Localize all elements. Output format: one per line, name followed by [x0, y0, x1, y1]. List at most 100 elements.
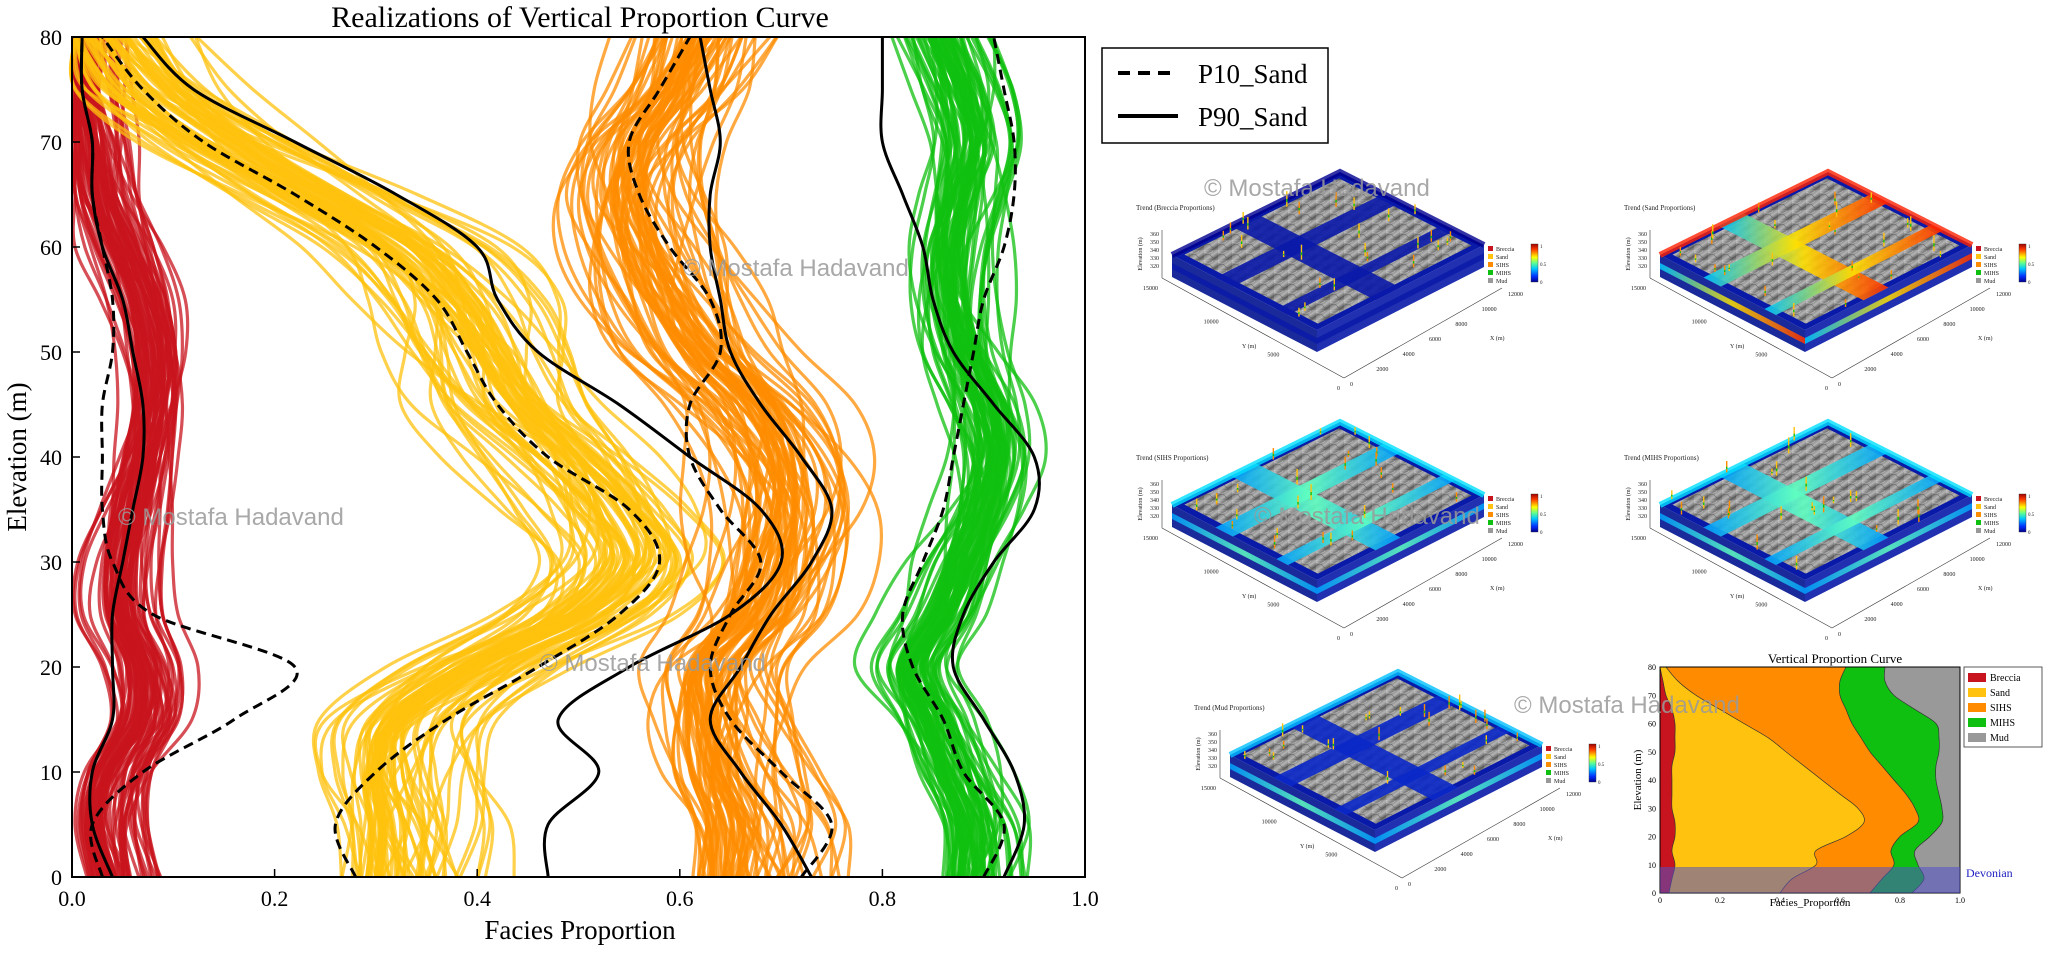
vpc-legend-swatch — [1968, 688, 1986, 697]
y-tick-label: 0 — [1395, 886, 1398, 892]
x-tick-label: 12000 — [1996, 542, 2011, 548]
x-tick-label: 2000 — [1376, 367, 1388, 373]
z-tick-label: 330 — [1150, 506, 1159, 512]
x-tick-label: 4000 — [1891, 352, 1903, 358]
y-axis-ticks: 0 10 20 30 40 50 60 70 80 — [40, 25, 80, 890]
slab-rim — [1170, 418, 1486, 508]
x-tick-label: 0.2 — [261, 886, 289, 911]
panel-legend-label: MIHS — [1554, 771, 1569, 777]
z-axis-label: Elevation (m) — [1137, 237, 1144, 270]
y-tick-label: 10000 — [1204, 569, 1219, 575]
panel-legend-swatch — [1488, 504, 1493, 509]
z-tick-label: 340 — [1150, 248, 1159, 254]
slab-layer — [1660, 513, 1805, 594]
panel-legend-label: Sand — [1984, 505, 1996, 511]
x-tick-label: 10000 — [1970, 307, 1985, 313]
vpc-x-tick-label: 0.6 — [1835, 896, 1845, 905]
colorbar — [2018, 493, 2027, 533]
realization-line — [87, 36, 159, 878]
p10-sand-curve — [900, 36, 1017, 878]
panel-legend-swatch — [1488, 254, 1493, 259]
slab-layer — [1805, 503, 1972, 594]
x-tick-label: 0 — [1838, 382, 1841, 388]
slab-rim — [1658, 168, 1974, 258]
x-tick-label: 4000 — [1891, 602, 1903, 608]
z-axis-label: Elevation (m) — [1137, 487, 1144, 520]
channel-band — [1764, 474, 1944, 565]
x-tick-label: 12000 — [1566, 792, 1581, 798]
y-axis-label: Elevation (m) — [2, 382, 32, 531]
panel-legend-label: SIHS — [1554, 763, 1567, 769]
vpc-x-tick-label: 0.8 — [1895, 896, 1905, 905]
vpc-legend-swatch — [1968, 673, 1986, 682]
realization-line — [133, 36, 598, 878]
channel-band — [1703, 443, 1889, 537]
colorbar — [2018, 243, 2027, 283]
x-tick-label: 4000 — [1403, 352, 1415, 358]
realization-line — [73, 36, 613, 878]
vpc-y-tick-label: 20 — [1648, 833, 1656, 842]
z-tick-label: 330 — [1150, 256, 1159, 262]
z-tick-label: 340 — [1638, 498, 1647, 504]
p10-sand-curve — [101, 36, 662, 878]
x-tick-label: 6000 — [1487, 837, 1499, 843]
panel-legend-label: Sand — [1496, 255, 1508, 261]
z-tick-label: 320 — [1150, 514, 1159, 520]
x-tick-label: 6000 — [1917, 587, 1929, 593]
y-tick-label: 5000 — [1755, 353, 1767, 359]
z-tick-label: 350 — [1208, 740, 1217, 746]
slab-rim — [1170, 168, 1486, 258]
z-axis-label: Elevation (m) — [1195, 737, 1202, 770]
legend-label-p90: P90_Sand — [1198, 102, 1308, 132]
realization-line — [89, 36, 181, 878]
channel-band — [1334, 724, 1514, 815]
colorbar-tick-label: 0 — [1540, 281, 1543, 286]
y-tick-label: 40 — [40, 445, 62, 470]
vpc-legend-swatch — [1968, 718, 1986, 727]
x-axis-ticks: 0.0 0.2 0.4 0.6 0.8 1.0 — [58, 869, 1099, 911]
z-tick-label: 330 — [1638, 506, 1647, 512]
realization-line — [98, 36, 636, 878]
panel-title: Trend (SIHS Proportions) — [1136, 454, 1209, 462]
slab-layer — [1172, 263, 1317, 344]
panel-legend-label: Breccia — [1554, 747, 1573, 753]
trend-panel-breccia: Trend (Breccia Proportions) 360 350 340 330 3… — [1136, 168, 1547, 392]
y-tick-label: 0 — [1825, 636, 1828, 642]
realization-line — [588, 36, 798, 878]
colorbar — [1530, 243, 1539, 283]
z-tick-label: 320 — [1208, 764, 1217, 770]
colorbar — [1588, 743, 1597, 783]
panel-legend-swatch — [1488, 246, 1493, 251]
watermark: © Mostafa Hadavand — [683, 255, 909, 282]
y-axis-label: Y (m) — [1242, 593, 1256, 600]
vpc-y-tick-label: 60 — [1648, 720, 1656, 729]
y-tick-label: 50 — [40, 340, 62, 365]
colorbar-tick-label: 0 — [2028, 531, 2031, 536]
vpc-legend-label: MIHS — [1990, 718, 2015, 729]
x-tick-label: 6000 — [1429, 337, 1441, 343]
panel-title: Trend (Breccia Proportions) — [1136, 204, 1215, 212]
panel-legend-label: SIHS — [1984, 263, 1997, 269]
realization-line — [932, 36, 1033, 878]
vpc-legend-label: Breccia — [1990, 673, 2021, 684]
panel-legend-label: Sand — [1554, 755, 1566, 761]
x-tick-label: 0.0 — [58, 886, 86, 911]
panel-legend-label: Mud — [1496, 279, 1507, 285]
colorbar-tick-label: 0.5 — [2028, 263, 2035, 268]
panel-legend-label: Breccia — [1496, 247, 1515, 253]
watermark: © Mostafa Hadavand — [118, 504, 344, 531]
z-axis-label: Elevation (m) — [1625, 237, 1632, 270]
y-tick-label: 15000 — [1143, 536, 1158, 542]
colorbar-tick-label: 0.5 — [1540, 263, 1547, 268]
panel-legend-swatch — [1546, 746, 1551, 751]
y-tick-label: 10000 — [1692, 569, 1707, 575]
x-tick-label: 1.0 — [1071, 886, 1099, 911]
slab-rim — [1228, 668, 1544, 758]
panel-legend-label: SIHS — [1984, 513, 1997, 519]
z-tick-label: 360 — [1638, 482, 1647, 488]
vpc-legend-label: Mud — [1990, 733, 2009, 744]
x-tick-label: 10000 — [1970, 557, 1985, 563]
y-tick-label: 5000 — [1267, 603, 1279, 609]
vpc-y-tick-label: 10 — [1648, 861, 1656, 870]
